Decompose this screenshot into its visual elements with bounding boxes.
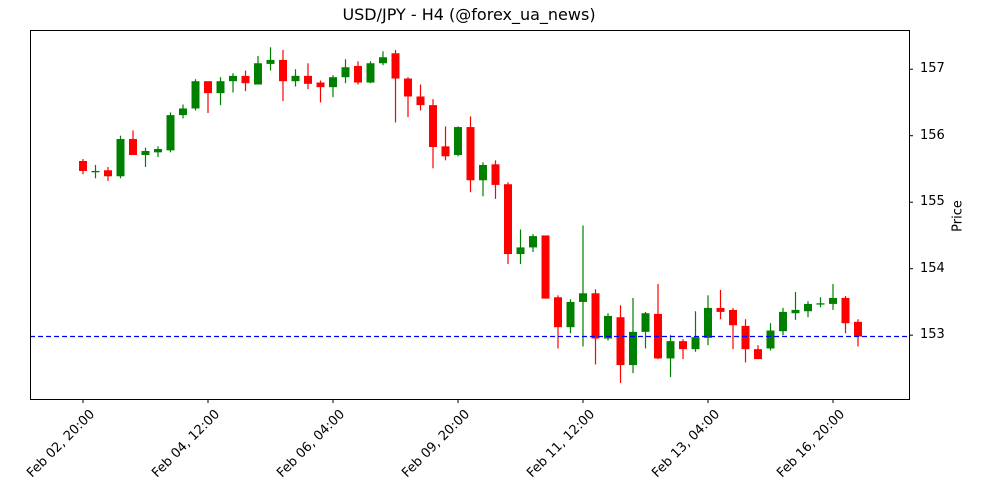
candle-body-up bbox=[379, 57, 387, 64]
candle-body-up bbox=[166, 115, 175, 151]
chart-title: USD/JPY - H4 (@forex_ua_news) bbox=[342, 5, 596, 24]
candle-body-up bbox=[629, 331, 637, 366]
candle-body-down bbox=[441, 146, 450, 157]
candle-body-up bbox=[141, 151, 150, 155]
candle-body-up bbox=[329, 77, 337, 88]
candle-body-down bbox=[429, 105, 437, 148]
candle-body-up bbox=[566, 301, 575, 328]
candle-body-down bbox=[204, 81, 212, 94]
candle-body-up bbox=[641, 313, 650, 332]
candle-body-up bbox=[704, 307, 712, 338]
candle-body-down bbox=[391, 53, 400, 79]
y-axis-title: Price bbox=[950, 200, 966, 232]
candle-body-down bbox=[729, 309, 737, 326]
candle-body-down bbox=[591, 293, 600, 339]
candle-body-up bbox=[154, 149, 162, 153]
candle-body-down bbox=[279, 59, 287, 82]
candle-body-down bbox=[854, 321, 862, 337]
candle-body-down bbox=[404, 78, 412, 97]
candle-body-down bbox=[104, 170, 112, 177]
candle-body-up bbox=[91, 170, 100, 173]
candle-body-down bbox=[841, 297, 850, 324]
candle-body-up bbox=[766, 330, 775, 349]
candle-body-down bbox=[679, 341, 687, 350]
candle-body-up bbox=[454, 127, 462, 155]
y-tick-label: 153 bbox=[920, 327, 945, 343]
candle-body-down bbox=[304, 75, 312, 84]
candle-body-up bbox=[341, 67, 350, 78]
candle-body-down bbox=[716, 307, 725, 312]
candle-body-up bbox=[529, 236, 537, 248]
candle-body-up bbox=[254, 63, 262, 85]
candle-body-down bbox=[129, 139, 137, 155]
candle-body-up bbox=[191, 81, 200, 109]
candle-body-down bbox=[316, 82, 325, 88]
candle-body-up bbox=[579, 293, 587, 302]
candle-body-up bbox=[829, 297, 837, 304]
candle-body-down bbox=[754, 349, 762, 360]
candle-body-up bbox=[266, 59, 275, 64]
candle-body-up bbox=[779, 311, 787, 332]
candle-body-up bbox=[516, 247, 525, 255]
candle-body-down bbox=[354, 65, 362, 83]
y-tick-label: 156 bbox=[920, 127, 945, 143]
candle-body-up bbox=[804, 303, 812, 312]
candle-body-up bbox=[216, 81, 225, 94]
y-tick-label: 154 bbox=[920, 260, 945, 276]
candle-body-up bbox=[691, 337, 700, 350]
y-tick-label: 157 bbox=[920, 61, 945, 77]
candle-body-down bbox=[616, 317, 625, 366]
candle-body-down bbox=[504, 184, 512, 255]
candle-body-down bbox=[466, 127, 475, 181]
candle-body-up bbox=[229, 75, 237, 82]
candle-body-up bbox=[479, 164, 487, 181]
candle-body-down bbox=[741, 325, 750, 350]
y-axis-ticks bbox=[909, 68, 913, 336]
candle-body-up bbox=[791, 309, 800, 314]
candle-body-up bbox=[179, 108, 187, 116]
candle-body-up bbox=[666, 341, 675, 359]
candles-layer bbox=[79, 47, 862, 384]
candle-body-down bbox=[79, 160, 87, 171]
candle-body-down bbox=[541, 235, 550, 299]
candle-body-down bbox=[241, 75, 250, 84]
candle-body-down bbox=[491, 164, 500, 185]
candle-body-up bbox=[291, 75, 300, 82]
candle-body-up bbox=[366, 63, 375, 83]
y-tick-label: 155 bbox=[920, 194, 945, 210]
candle-body-up bbox=[116, 139, 125, 177]
candle-body-down bbox=[416, 96, 425, 106]
x-axis-ticks bbox=[82, 399, 834, 403]
plot-area-frame bbox=[30, 30, 910, 400]
candle-body-up bbox=[816, 303, 825, 305]
candle-body-down bbox=[554, 297, 562, 328]
candle-body-up bbox=[604, 315, 612, 339]
